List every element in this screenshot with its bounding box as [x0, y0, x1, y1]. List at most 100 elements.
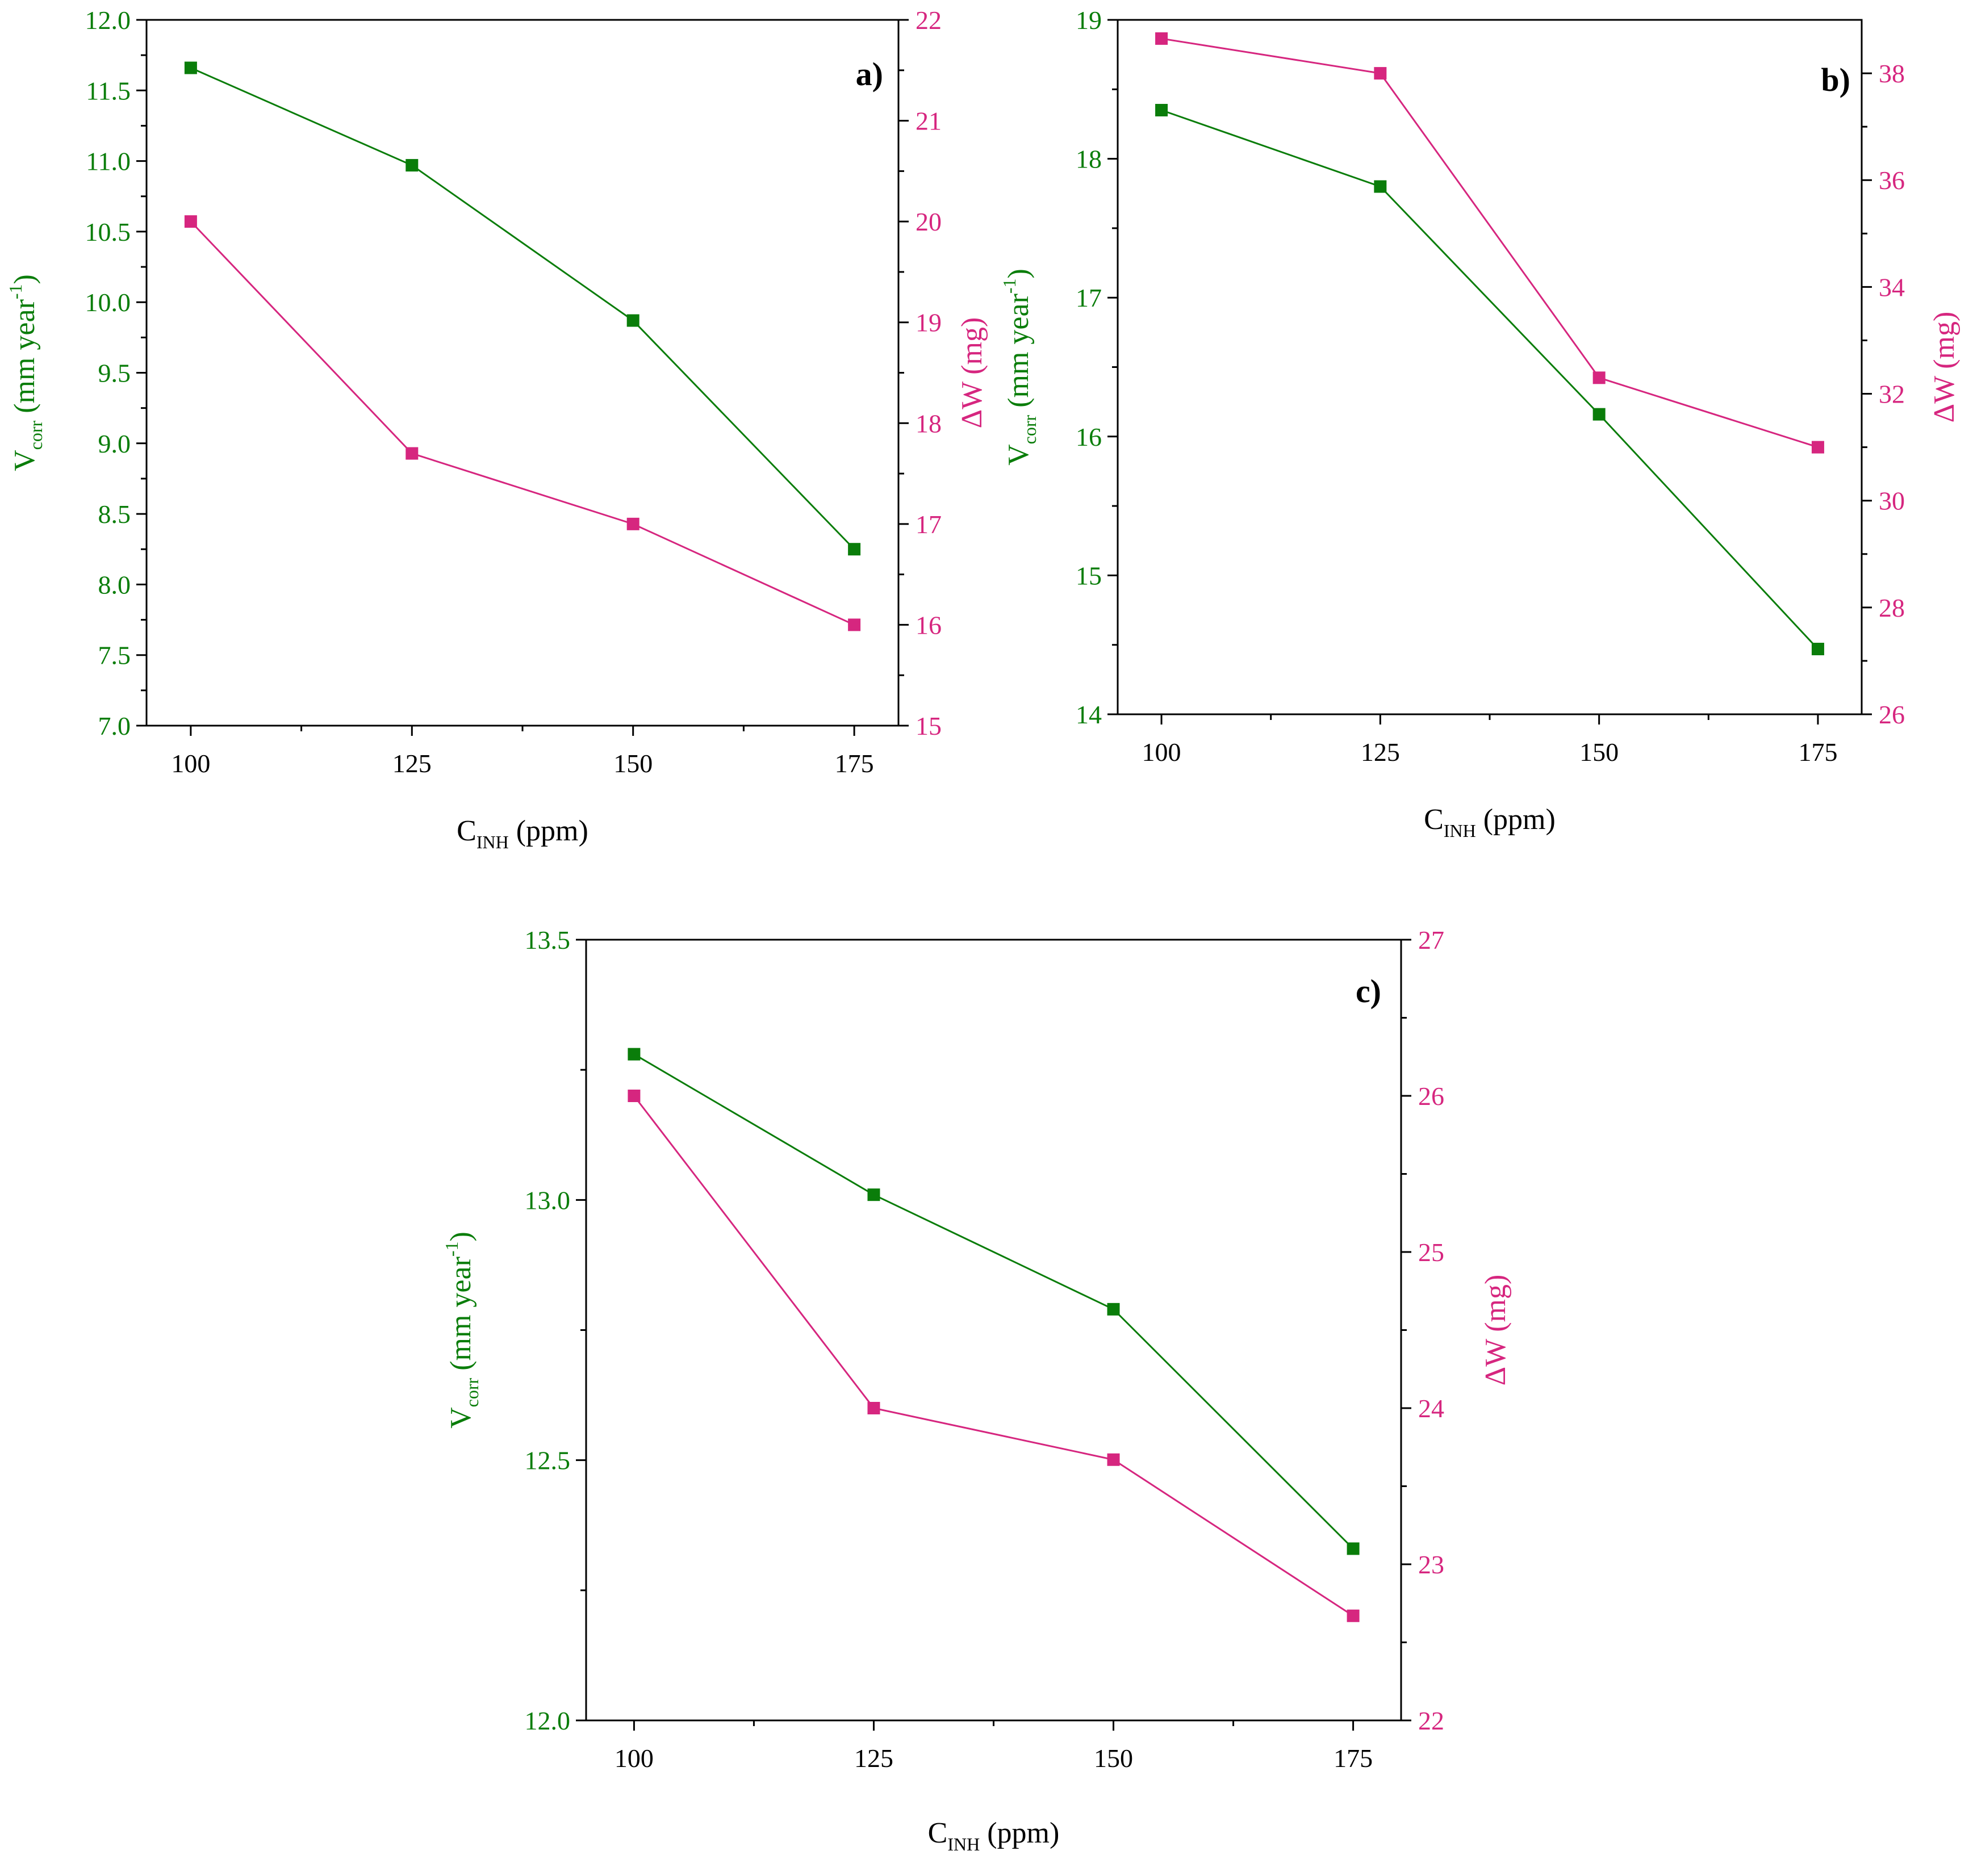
data-point-vcorr: [1811, 643, 1824, 656]
y-tick-label: 12.5: [525, 1446, 571, 1475]
x-axis-title-main: C: [457, 815, 476, 847]
data-point-delta-w: [1347, 1609, 1360, 1622]
y2-tick-label: 24: [1418, 1394, 1444, 1423]
y2-tick-label: 15: [916, 711, 942, 740]
y-tick-label: 8.0: [98, 570, 131, 599]
y-axis-title-sub: corr: [1019, 414, 1040, 444]
y-tick-label: 8.5: [98, 500, 131, 529]
y2-axis-title: ΔW (mg): [1928, 312, 1961, 423]
y-tick-label: 9.5: [98, 359, 131, 388]
x-axis-title-rest: (ppm): [509, 815, 588, 847]
y-tick-label: 18: [1076, 145, 1102, 174]
data-point-vcorr: [1347, 1542, 1360, 1555]
y2-tick-label: 30: [1879, 487, 1905, 516]
y-tick-label: 10.0: [85, 288, 131, 317]
data-point-delta-w: [1592, 371, 1606, 384]
y-tick-label: 10.5: [85, 217, 131, 246]
series-line-delta-w: [190, 221, 855, 626]
x-axis-title-main: C: [1424, 803, 1444, 836]
y-tick-label: 12.0: [85, 6, 131, 35]
series-line-vcorr: [633, 1053, 1354, 1550]
data-point-vcorr: [867, 1188, 880, 1201]
data-point-delta-w: [867, 1402, 880, 1414]
data-point-delta-w: [1374, 67, 1387, 80]
y2-tick-label: 22: [1418, 1706, 1444, 1735]
x-axis-title-rest: (ppm): [980, 1817, 1059, 1849]
x-axis-title: CINH (ppm): [1424, 803, 1556, 841]
y-axis-title-sup: -1: [441, 1241, 462, 1257]
plot-frame: [145, 19, 900, 727]
y2-tick-label: 16: [916, 610, 942, 639]
data-point-vcorr: [1592, 408, 1606, 421]
y-axis-title-main: V: [9, 450, 41, 471]
y-tick-label: 11.5: [86, 76, 131, 105]
x-tick-label: 150: [613, 749, 653, 778]
x-axis-title-sub: INH: [947, 1834, 980, 1854]
x-axis-title: CINH (ppm): [928, 1817, 1060, 1854]
data-point-delta-w: [626, 517, 639, 530]
y-tick-label: 11.0: [86, 147, 131, 176]
y2-tick-label: 34: [1879, 273, 1905, 302]
x-tick-label: 100: [1142, 738, 1181, 767]
y-tick-label: 17: [1076, 283, 1102, 312]
x-tick-label: 175: [1334, 1744, 1373, 1773]
series-line-delta-w: [633, 1095, 1354, 1617]
data-point-delta-w: [1107, 1453, 1120, 1466]
data-point-vcorr: [1155, 103, 1168, 116]
x-axis-title-main: C: [928, 1817, 948, 1849]
data-point-delta-w: [628, 1090, 641, 1102]
y-axis-title-sup: -1: [999, 278, 1019, 294]
y2-tick-label: 27: [1418, 926, 1444, 954]
y2-tick-label: 38: [1879, 59, 1905, 88]
panel-label: a): [856, 56, 883, 93]
data-point-vcorr: [1107, 1303, 1120, 1316]
data-point-vcorr: [184, 61, 197, 74]
plot-frame: [1117, 19, 1863, 715]
series-line-vcorr: [190, 67, 855, 550]
x-tick-label: 150: [1094, 1744, 1133, 1773]
data-point-delta-w: [1155, 32, 1168, 45]
data-point-delta-w: [406, 447, 419, 460]
y2-axis-title: ΔW (mg): [1479, 1275, 1512, 1386]
data-point-delta-w: [184, 215, 197, 228]
panel-label: b): [1821, 61, 1850, 98]
data-point-vcorr: [628, 1048, 641, 1061]
y-tick-label: 13.0: [525, 1186, 571, 1215]
y-tick-label: 7.5: [98, 641, 131, 670]
x-tick-label: 100: [171, 749, 210, 778]
data-point-vcorr: [626, 314, 639, 327]
x-axis-title-rest: (ppm): [1476, 803, 1556, 836]
data-point-vcorr: [848, 543, 861, 556]
y-tick-label: 16: [1076, 422, 1102, 451]
y2-tick-label: 28: [1879, 593, 1905, 622]
y2-tick-label: 22: [916, 6, 942, 35]
y2-tick-label: 23: [1418, 1550, 1444, 1579]
y2-tick-label: 21: [916, 107, 942, 136]
data-point-delta-w: [1811, 441, 1824, 454]
y2-tick-label: 32: [1879, 380, 1905, 409]
y2-axis-title: ΔW (mg): [956, 317, 988, 429]
y-axis-title-close: ): [445, 1232, 477, 1241]
y2-tick-label: 25: [1418, 1238, 1444, 1267]
series-line-delta-w: [1161, 37, 1819, 449]
y-axis-title-close: ): [1002, 269, 1035, 278]
y-axis-title: Vcorr (mm year-1): [5, 274, 46, 471]
y-axis-title-main: V: [445, 1407, 477, 1429]
x-tick-label: 125: [854, 1744, 893, 1773]
y-tick-label: 14: [1076, 700, 1102, 729]
x-tick-label: 175: [1798, 738, 1837, 767]
y-tick-label: 13.5: [525, 926, 571, 954]
y2-tick-label: 17: [916, 510, 942, 539]
x-tick-label: 175: [835, 749, 874, 778]
y-axis-title-rest: (mm year: [1002, 294, 1035, 415]
series-line-vcorr: [1161, 109, 1819, 650]
y2-tick-label: 19: [916, 308, 942, 337]
x-tick-label: 150: [1579, 738, 1619, 767]
chart-panel-b: 100 125 150 175 14 15 16 17 18 19 26 28 30 32 34 36 38 b)…: [999, 6, 1961, 841]
y-axis-title-rest: (mm year: [9, 299, 41, 421]
x-axis-title: CINH (ppm): [457, 815, 588, 852]
x-tick-label: 125: [1361, 738, 1400, 767]
y-axis-title: Vcorr (mm year-1): [999, 269, 1040, 466]
y-axis-title: Vcorr (mm year-1): [441, 1232, 482, 1429]
